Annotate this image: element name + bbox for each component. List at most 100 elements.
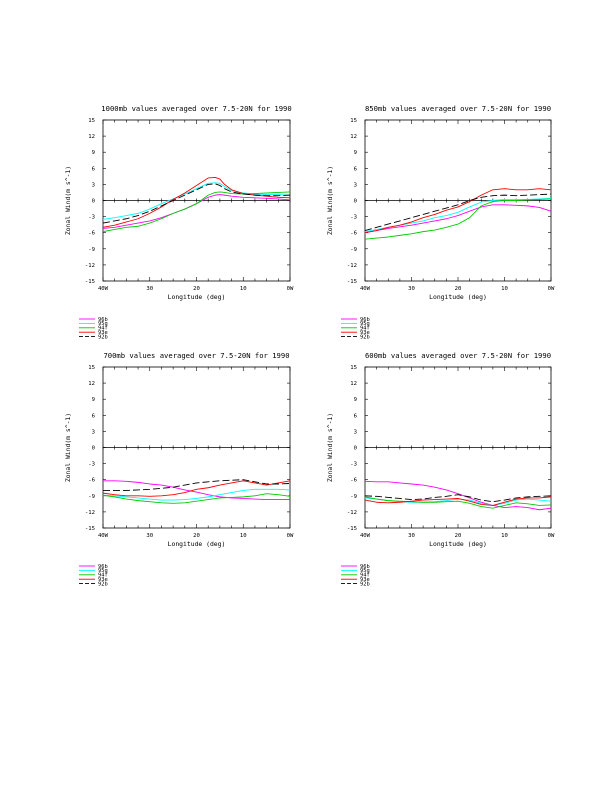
y-tick-label: -15 [85, 526, 95, 532]
chart-panel-4: 600mb values averaged over 7.5-20N for 1… [326, 351, 555, 587]
legend-label-95g: 95g [98, 321, 108, 327]
y-tick-label: 3 [354, 429, 357, 435]
legend-label-94f: 94f [98, 326, 108, 332]
y-tick-label: 12 [88, 134, 95, 140]
x-axis-label: Longitude (deg) [168, 293, 226, 301]
legend-label-92b: 92b [98, 581, 108, 587]
y-tick-label: 0 [354, 446, 357, 452]
x-tick-label: 20 [455, 286, 462, 292]
y-tick-label: 9 [354, 397, 357, 403]
y-tick-label: 0 [92, 446, 95, 452]
legend-label-96b: 96b [360, 317, 370, 323]
series-line-96b [364, 204, 552, 234]
chart-panel-3: 700mb values averaged over 7.5-20N for 1… [64, 351, 294, 587]
legend-label-95g: 95g [360, 568, 370, 574]
y-tick-label: 15 [350, 365, 357, 371]
legend-label-92b: 92b [98, 334, 108, 340]
y-tick-label: 0 [92, 199, 95, 205]
y-tick-label: -6 [350, 478, 357, 484]
x-axis-label: Longitude (deg) [429, 293, 487, 301]
legend-label-92b: 92b [360, 334, 370, 340]
legend-label-93e: 93e [360, 330, 370, 336]
x-tick-label: 40W [98, 286, 109, 292]
y-tick-label: 15 [88, 365, 95, 371]
series-line-94f [364, 496, 552, 509]
series-line-96b [364, 480, 552, 511]
chart-title: 850mb values averaged over 7.5-20N for 1… [365, 104, 551, 113]
legend-label-94f: 94f [98, 573, 108, 579]
series-line-96b [103, 480, 290, 501]
x-tick-label: 0W [548, 286, 555, 292]
legend-label-95g: 95g [98, 568, 108, 574]
y-axis-label: Zonal Wind(m s^-1) [64, 166, 72, 235]
y-tick-label: -6 [88, 231, 95, 237]
y-tick-label: -9 [350, 247, 357, 253]
x-tick-label: 10 [501, 286, 508, 292]
y-tick-label: 3 [92, 182, 95, 188]
chart-panel-1: 1000mb values averaged over 7.5-20N for … [64, 104, 294, 340]
y-tick-label: -9 [88, 247, 95, 253]
legend-label-95g: 95g [360, 321, 370, 327]
y-tick-label: -3 [88, 215, 95, 221]
y-tick-label: -3 [88, 462, 95, 468]
legend-label-94f: 94f [360, 326, 370, 332]
y-tick-label: -12 [347, 510, 357, 516]
legend-label-93e: 93e [98, 577, 108, 583]
x-tick-label: 0W [287, 286, 294, 292]
x-tick-label: 20 [193, 286, 200, 292]
legend-label-93e: 93e [360, 577, 370, 583]
y-tick-label: -3 [350, 462, 357, 468]
x-tick-label: 20 [193, 533, 200, 539]
x-tick-label: 30 [146, 533, 153, 539]
y-tick-label: 6 [354, 166, 357, 172]
x-tick-label: 0W [287, 533, 294, 539]
series-line-96b [102, 194, 291, 229]
x-tick-label: 10 [240, 286, 247, 292]
y-tick-label: -15 [347, 279, 357, 285]
series-line-92b [102, 183, 291, 224]
x-tick-label: 20 [455, 533, 462, 539]
y-tick-label: 12 [350, 134, 357, 140]
y-tick-label: -6 [350, 231, 357, 237]
x-tick-label: 40W [360, 533, 371, 539]
legend-label-96b: 96b [98, 317, 108, 323]
y-tick-label: -12 [347, 263, 357, 269]
y-tick-label: -6 [88, 478, 95, 484]
y-tick-label: 6 [92, 413, 95, 419]
y-tick-label: 9 [92, 397, 95, 403]
series-line-94f [364, 198, 552, 240]
series-line-92b [103, 479, 291, 491]
y-axis-label: Zonal Wind(m s^-1) [326, 166, 334, 235]
y-tick-label: 3 [92, 429, 95, 435]
y-tick-label: 6 [92, 166, 95, 172]
series-line-93e [102, 480, 291, 497]
y-axis-label: Zonal Wind(m s^-1) [64, 413, 72, 482]
series-line-95g [102, 182, 291, 220]
y-tick-label: 9 [354, 150, 357, 156]
x-tick-label: 10 [501, 533, 508, 539]
series-line-95g [364, 497, 552, 506]
y-tick-label: 12 [88, 381, 95, 387]
x-tick-label: 30 [408, 533, 415, 539]
x-axis-label: Longitude (deg) [429, 540, 487, 548]
y-tick-label: -3 [350, 215, 357, 221]
series-line-92b [364, 193, 552, 231]
x-tick-label: 30 [408, 286, 415, 292]
series-line-93e [364, 188, 552, 234]
series-line-95g [102, 488, 291, 501]
y-tick-label: -15 [85, 279, 95, 285]
series-line-94f [102, 493, 291, 504]
legend-label-92b: 92b [360, 581, 370, 587]
y-axis-label: Zonal Wind(m s^-1) [326, 413, 334, 482]
chart-title: 700mb values averaged over 7.5-20N for 1… [103, 351, 289, 360]
y-tick-label: 9 [92, 150, 95, 156]
y-tick-label: 6 [354, 413, 357, 419]
legend-label-96b: 96b [98, 564, 108, 570]
y-tick-label: 0 [354, 199, 357, 205]
y-tick-label: 3 [354, 182, 357, 188]
x-tick-label: 10 [240, 533, 247, 539]
series-line-93e [364, 496, 552, 506]
series-line-92b [364, 494, 552, 503]
